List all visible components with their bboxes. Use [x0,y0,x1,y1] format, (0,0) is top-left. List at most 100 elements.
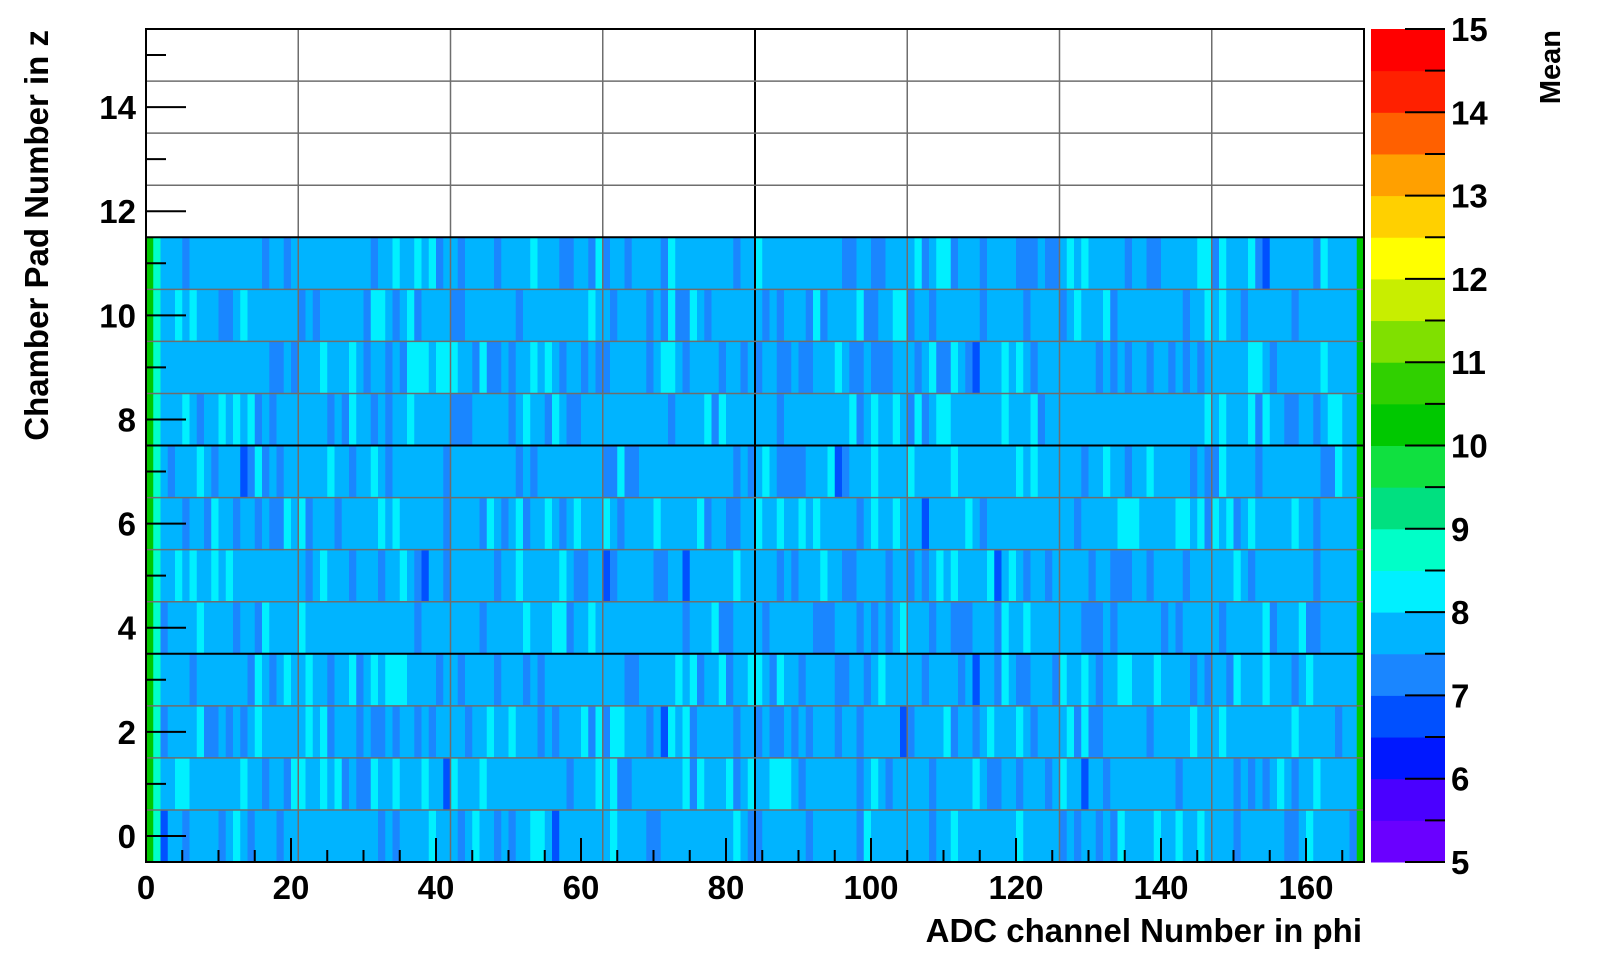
heatmap-cell [624,341,633,395]
heatmap-cell [987,653,995,707]
heatmap-cell [979,809,988,863]
heatmap-cell [1320,341,1329,395]
heatmap-cell [305,757,314,811]
heatmap-cell [1342,341,1351,395]
heatmap-cell [1117,393,1126,447]
heatmap-cell [573,497,582,551]
heatmap-cell [1139,445,1148,499]
heatmap-cell [965,393,974,447]
heatmap-cell [784,497,792,551]
heatmap-cell [1197,237,1206,290]
heatmap-cell [276,341,285,395]
heatmap-cell [501,393,510,447]
heatmap-cell [1356,445,1365,499]
heatmap-cell [385,549,394,603]
heatmap-cell [914,653,923,707]
heatmap-cell [537,653,546,707]
heatmap-cell [740,601,749,655]
heatmap-cell [233,549,241,603]
heatmap-cell [755,809,763,863]
heatmap-cell [762,445,771,499]
heatmap-cell [1045,237,1053,290]
heatmap-cell [1023,445,1032,499]
heatmap-cell [965,549,974,603]
heatmap-cell [689,809,698,863]
heatmap-cell [1161,601,1169,655]
heatmap-cell [805,341,814,395]
heatmap-cell [994,549,1003,603]
heatmap-cell [682,549,691,603]
heatmap-cell [254,237,263,290]
heatmap-cell [1204,653,1213,707]
heatmap-cell [1103,757,1111,811]
heatmap-cell [247,289,256,342]
heatmap-cell [298,237,307,290]
heatmap-cell [1088,757,1097,811]
heatmap-cell [791,237,800,290]
heatmap-cell [653,341,662,395]
heatmap-cell [1298,757,1307,811]
heatmap-cell [327,497,336,551]
heatmap-cell [965,653,974,707]
heatmap-cell [341,809,350,863]
heatmap-cell [211,809,220,863]
heatmap-cell [588,601,597,655]
heatmap-cell [349,237,357,290]
heatmap-cell [218,549,227,603]
heatmap-cell [421,393,430,447]
heatmap-cell [341,237,350,290]
heatmap-cell [204,601,212,655]
heatmap-cell [327,445,336,499]
heatmap-cell [1255,445,1264,499]
heatmap-cell [1074,445,1082,499]
heatmap-cell [1226,705,1235,759]
heatmap-cell [182,289,191,342]
heatmap-cell [370,289,379,342]
heatmap-cell [1008,393,1017,447]
heatmap-cell [450,601,459,655]
heatmap-cell [1037,341,1046,395]
heatmap-cell [747,653,756,707]
heatmap-cell [979,341,988,395]
heatmap-cell [240,497,249,551]
heatmap-cell [733,549,742,603]
heatmap-cell [726,445,734,499]
heatmap-cell [349,341,357,395]
heatmap-cell [936,601,945,655]
heatmap-cell [1313,289,1322,342]
heatmap-cell [523,237,531,290]
heatmap-cell [682,393,691,447]
heatmap-cell [1001,705,1010,759]
heatmap-cell [1016,653,1024,707]
heatmap-cell [399,809,408,863]
heatmap-cell [552,237,560,290]
heatmap-cell [204,497,212,551]
y-tick-label: 10 [99,297,136,334]
heatmap-cell [1284,393,1293,447]
heatmap-cell [276,705,285,759]
heatmap-cell [624,289,633,342]
heatmap-cell [573,809,582,863]
heatmap-cell [668,549,676,603]
heatmap-cell [1088,549,1097,603]
heatmap-cell [530,757,539,811]
heatmap-cell [704,653,713,707]
heatmap-cell [392,549,401,603]
heatmap-cell [704,289,713,342]
heatmap-cell [878,809,887,863]
heatmap-cell [1052,601,1061,655]
heatmap-cell [457,549,466,603]
heatmap-cell [950,497,959,551]
heatmap-cell [921,757,930,811]
heatmap-cell [907,653,916,707]
heatmap-cell [733,341,742,395]
z-tick-label: 9 [1451,511,1469,548]
heatmap-cell [1240,705,1249,759]
heatmap-cell [660,601,669,655]
heatmap-cell [610,393,618,447]
heatmap-cell [1248,601,1256,655]
heatmap-cell [1349,705,1358,759]
heatmap-cell [950,341,959,395]
heatmap-cell [675,341,684,395]
heatmap-cell [1052,809,1061,863]
